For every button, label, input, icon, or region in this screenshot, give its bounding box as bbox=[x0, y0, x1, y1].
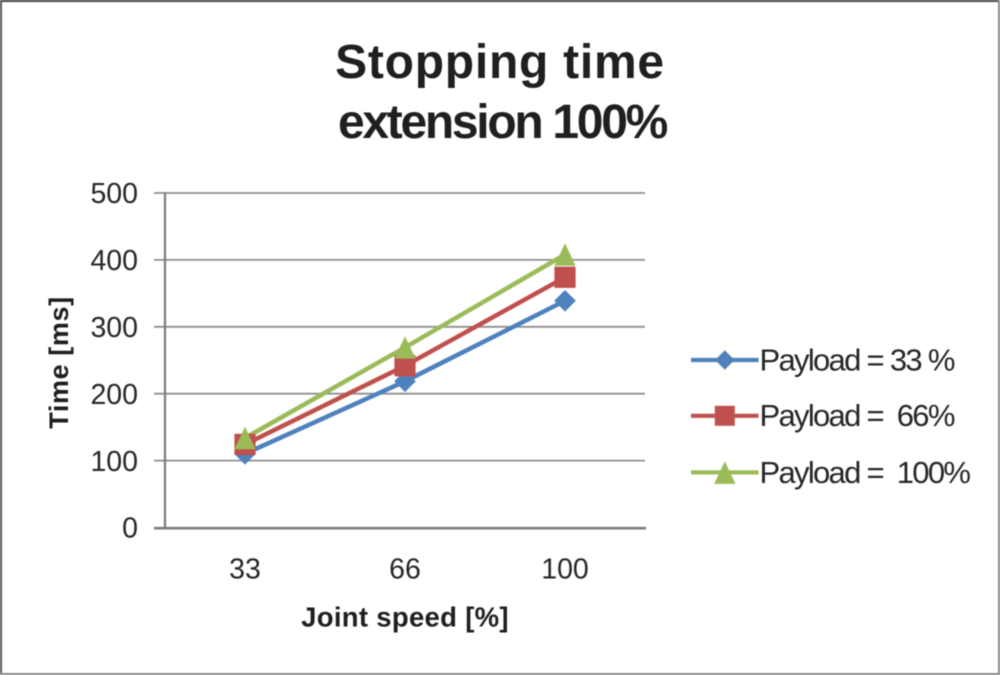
svg-text:Payload = 33 %: Payload = 33 % bbox=[760, 343, 955, 378]
svg-text:Time [ms]: Time [ms] bbox=[44, 296, 74, 428]
svg-text:Stopping time: Stopping time bbox=[335, 36, 665, 89]
svg-text:300: 300 bbox=[90, 312, 138, 344]
svg-text:100: 100 bbox=[90, 446, 138, 478]
svg-text:Payload = 100%: Payload = 100% bbox=[760, 455, 971, 490]
svg-text:400: 400 bbox=[90, 245, 138, 277]
svg-text:66: 66 bbox=[389, 554, 421, 586]
svg-text:100: 100 bbox=[541, 554, 589, 586]
svg-text:500: 500 bbox=[90, 178, 138, 210]
svg-text:200: 200 bbox=[90, 379, 138, 411]
svg-text:Joint speed [%]: Joint speed [%] bbox=[301, 602, 509, 633]
svg-text:Payload = 66%: Payload = 66% bbox=[760, 398, 955, 433]
svg-text:0: 0 bbox=[122, 513, 138, 545]
svg-text:33: 33 bbox=[229, 554, 261, 586]
svg-text:extension 100%: extension 100% bbox=[338, 96, 668, 149]
